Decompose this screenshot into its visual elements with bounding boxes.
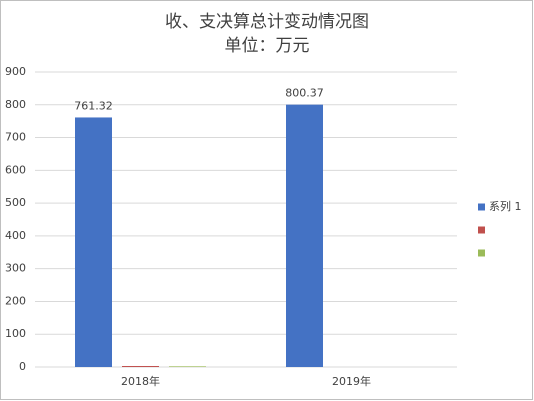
y-tick-label: 400 [5,229,26,242]
legend-label: 系列 1 [489,199,522,213]
y-tick-label: 500 [5,196,26,209]
bar [169,366,206,367]
y-tick-label: 100 [5,327,26,340]
y-tick-label: 300 [5,262,26,275]
y-tick-label: 900 [5,65,26,78]
legend-swatch [478,249,485,257]
x-tick-label: 2019年 [332,374,371,388]
y-tick-label: 200 [5,294,26,307]
y-tick-label: 700 [5,131,26,144]
bar [286,104,323,368]
y-tick-label: 0 [19,360,26,373]
y-tick-label: 600 [5,163,26,176]
legend-swatch [478,203,485,211]
bar [122,366,159,367]
data-label: 761.32 [74,99,113,112]
x-tick-label: 2018年 [121,374,160,388]
legend-swatch [478,226,485,234]
y-tick-label: 800 [5,98,26,111]
chart-title: 收、支决算总计变动情况图 [165,12,369,32]
bar [75,117,112,367]
data-label: 800.37 [285,87,324,100]
chart-subtitle: 单位：万元 [225,36,310,56]
